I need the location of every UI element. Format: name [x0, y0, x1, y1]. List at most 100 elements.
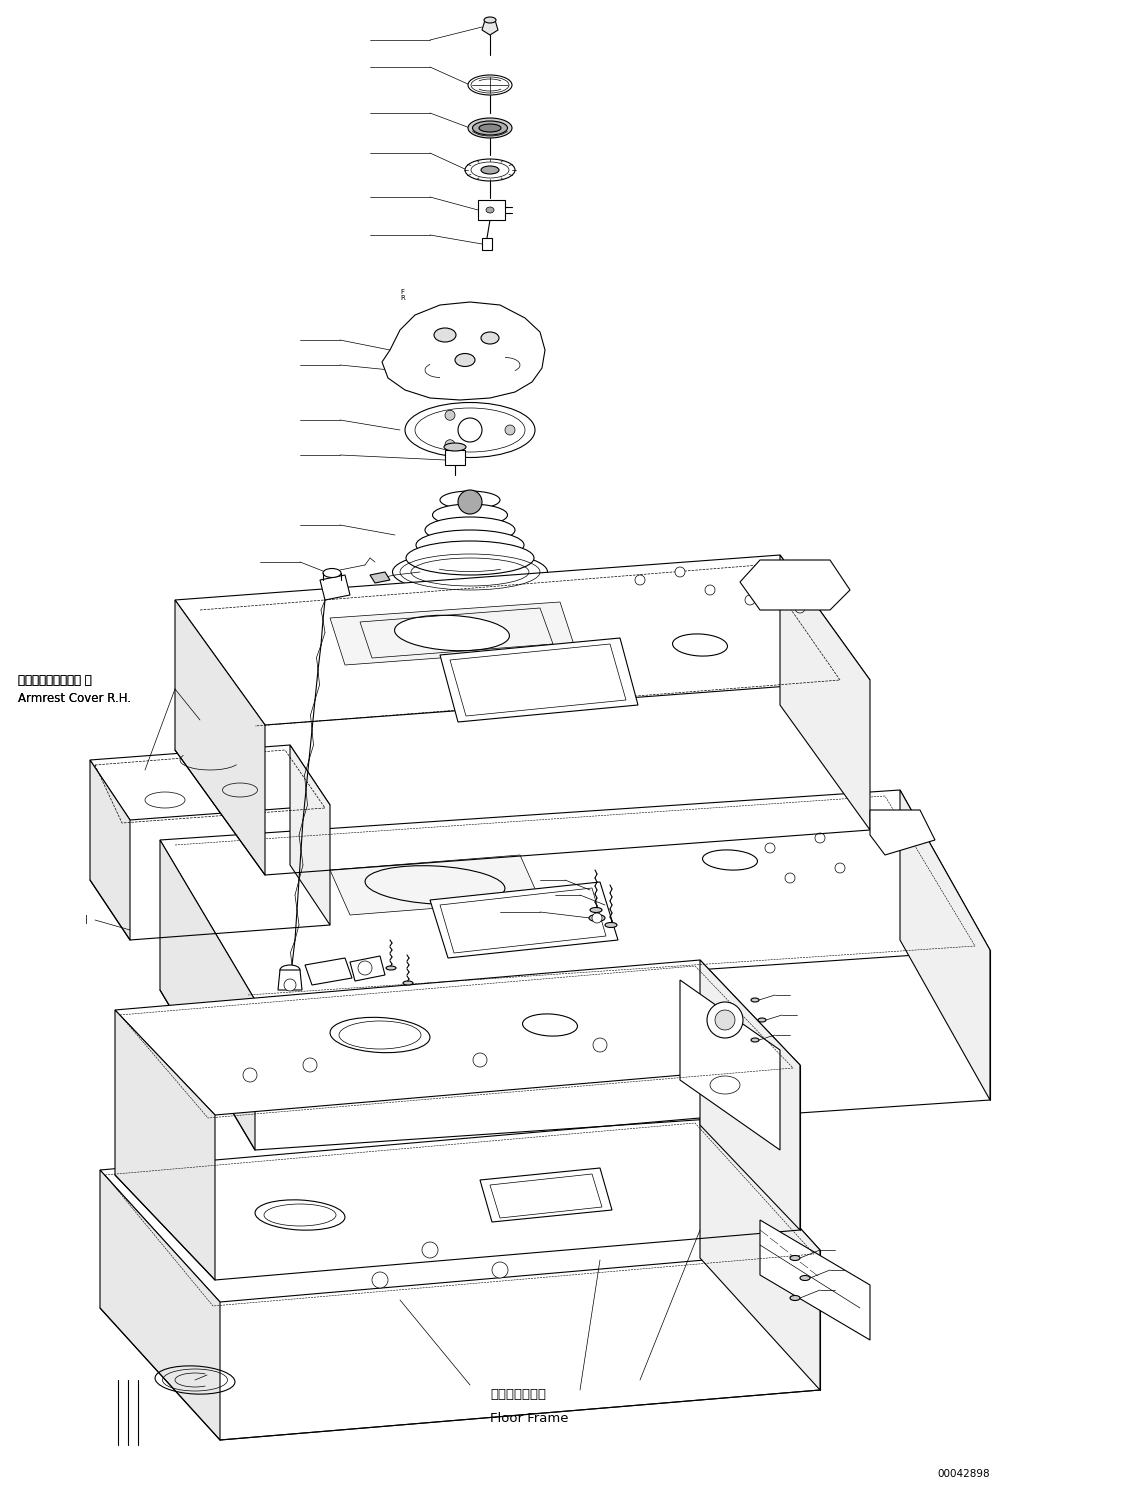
Polygon shape — [350, 956, 385, 981]
Circle shape — [284, 978, 296, 992]
Polygon shape — [320, 575, 350, 600]
Polygon shape — [100, 1170, 220, 1440]
Circle shape — [835, 864, 845, 873]
Ellipse shape — [484, 16, 496, 22]
Polygon shape — [680, 980, 780, 1150]
Ellipse shape — [444, 444, 466, 451]
Ellipse shape — [323, 569, 341, 578]
Ellipse shape — [604, 923, 617, 928]
Circle shape — [473, 1053, 487, 1068]
Ellipse shape — [751, 1038, 759, 1042]
Polygon shape — [382, 302, 545, 401]
Polygon shape — [159, 840, 255, 1150]
Polygon shape — [175, 600, 265, 876]
Ellipse shape — [395, 615, 509, 651]
Circle shape — [458, 490, 482, 514]
Polygon shape — [478, 200, 505, 220]
Circle shape — [816, 832, 825, 843]
Circle shape — [505, 424, 515, 435]
Circle shape — [243, 1068, 257, 1083]
Polygon shape — [115, 1010, 214, 1281]
Circle shape — [707, 1002, 743, 1038]
Text: Armrest Cover R.H.: Armrest Cover R.H. — [18, 691, 131, 704]
Ellipse shape — [486, 207, 494, 213]
Ellipse shape — [392, 551, 547, 593]
Ellipse shape — [790, 1255, 799, 1261]
Polygon shape — [370, 572, 390, 584]
Circle shape — [458, 418, 482, 442]
Ellipse shape — [479, 124, 501, 133]
Polygon shape — [700, 960, 799, 1230]
Polygon shape — [330, 602, 575, 666]
Polygon shape — [482, 19, 498, 36]
Polygon shape — [760, 1219, 871, 1340]
Polygon shape — [89, 744, 330, 820]
Circle shape — [492, 1263, 508, 1278]
Circle shape — [445, 411, 455, 420]
Circle shape — [705, 585, 715, 596]
Circle shape — [795, 603, 805, 613]
Circle shape — [445, 439, 455, 450]
Polygon shape — [330, 855, 540, 916]
Circle shape — [785, 873, 795, 883]
Ellipse shape — [387, 966, 396, 969]
Ellipse shape — [590, 914, 604, 922]
Text: Armrest Cover R.H.: Armrest Cover R.H. — [18, 691, 131, 704]
Ellipse shape — [406, 541, 535, 575]
Ellipse shape — [468, 118, 512, 138]
Polygon shape — [100, 1118, 820, 1301]
Polygon shape — [900, 791, 990, 1100]
Circle shape — [746, 596, 755, 605]
Polygon shape — [175, 555, 871, 725]
Circle shape — [715, 1010, 735, 1030]
Ellipse shape — [790, 1295, 799, 1300]
Ellipse shape — [403, 981, 413, 986]
Ellipse shape — [672, 634, 727, 657]
Circle shape — [303, 1059, 317, 1072]
Polygon shape — [700, 1118, 820, 1391]
Polygon shape — [740, 560, 850, 610]
Ellipse shape — [455, 353, 475, 366]
Circle shape — [593, 1038, 607, 1053]
Polygon shape — [89, 759, 130, 940]
Text: アームレストカバー 右: アームレストカバー 右 — [18, 673, 92, 686]
Polygon shape — [305, 957, 352, 986]
Polygon shape — [440, 637, 638, 722]
Polygon shape — [445, 450, 465, 465]
Polygon shape — [115, 960, 799, 1115]
Ellipse shape — [434, 328, 457, 342]
Text: アームレストカバー 右: アームレストカバー 右 — [18, 673, 92, 686]
Ellipse shape — [758, 1018, 766, 1021]
Ellipse shape — [481, 165, 499, 174]
Ellipse shape — [465, 159, 515, 182]
Polygon shape — [278, 969, 302, 990]
Circle shape — [765, 843, 775, 853]
Text: F
R: F R — [400, 289, 405, 301]
Circle shape — [635, 575, 645, 585]
Circle shape — [422, 1242, 438, 1258]
Ellipse shape — [440, 491, 500, 509]
Circle shape — [372, 1272, 388, 1288]
Text: |: | — [85, 916, 88, 925]
Ellipse shape — [416, 530, 524, 560]
Polygon shape — [159, 791, 990, 1001]
Ellipse shape — [468, 74, 512, 95]
Circle shape — [674, 567, 685, 578]
Ellipse shape — [405, 402, 535, 457]
Ellipse shape — [432, 503, 507, 526]
Polygon shape — [479, 1167, 612, 1222]
Polygon shape — [871, 810, 935, 855]
Ellipse shape — [481, 332, 499, 344]
Text: フロアフレーム: フロアフレーム — [490, 1389, 546, 1401]
Circle shape — [592, 913, 602, 923]
Text: 00042898: 00042898 — [937, 1470, 990, 1479]
Ellipse shape — [751, 998, 759, 1002]
Polygon shape — [780, 555, 871, 829]
Text: Floor Frame: Floor Frame — [490, 1412, 569, 1425]
Ellipse shape — [473, 121, 507, 135]
Ellipse shape — [590, 907, 602, 913]
Polygon shape — [290, 744, 330, 925]
Ellipse shape — [280, 965, 301, 975]
Ellipse shape — [799, 1276, 810, 1281]
Polygon shape — [430, 881, 618, 957]
